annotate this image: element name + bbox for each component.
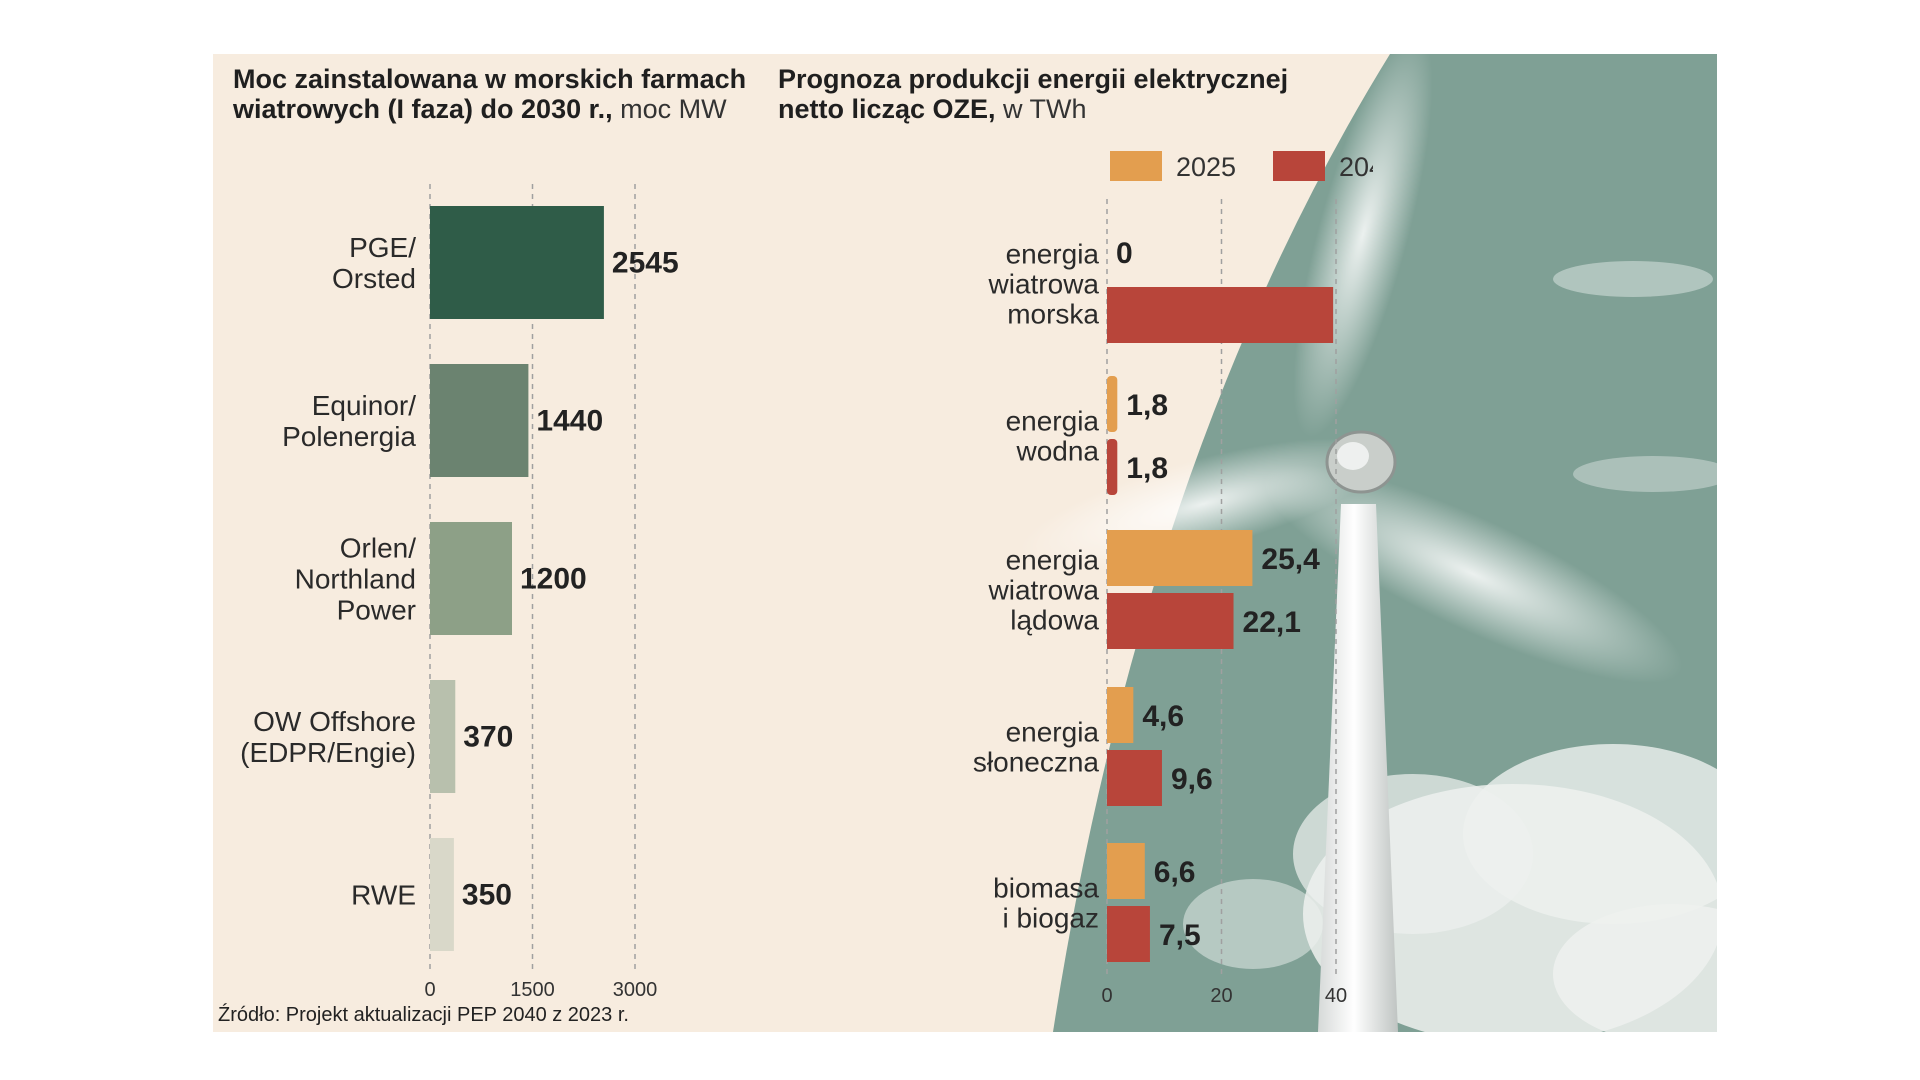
- right-bar-2040: [1107, 287, 1334, 343]
- left-bar: [430, 206, 604, 319]
- left-category-label: Power: [337, 595, 416, 626]
- left-category-label: Equinor/: [312, 390, 417, 421]
- right-bar-2025: [1107, 530, 1253, 586]
- left-chart-title: Moc zainstalowana w morskich farmach wia…: [233, 64, 747, 124]
- left-category-label: Northland: [295, 564, 416, 595]
- right-bar-2025: [1107, 376, 1118, 432]
- right-category-label: lądowa: [1010, 605, 1099, 636]
- right-category-label: wiatrowa: [988, 269, 1100, 300]
- right-category-label: biomasa: [993, 873, 1099, 904]
- right-bar-value-label: 7,5: [1159, 919, 1201, 952]
- left-category-label: Polenergia: [282, 421, 416, 452]
- left-x-tick-label: 0: [424, 979, 435, 1001]
- left-bar-value-label: 1440: [536, 405, 603, 438]
- right-category-label: energia: [1006, 406, 1100, 437]
- left-x-tick-label: 1500: [510, 979, 555, 1001]
- right-category-label: i biogaz: [1002, 903, 1099, 934]
- energy-production-chart: 20252040020400energiawiatrowamorska1,81,…: [973, 151, 1373, 1004]
- left-bar-value-label: 370: [463, 721, 513, 754]
- right-bar-value-label: 25,4: [1261, 543, 1320, 576]
- source-note: Źródło: Projekt aktualizacji PEP 2040 z …: [218, 1004, 629, 1026]
- legend-swatch: [1110, 151, 1162, 181]
- left-category-label: Orlen/: [340, 533, 416, 564]
- right-bar-2040: [1107, 906, 1150, 962]
- left-bar-value-label: 2545: [612, 247, 679, 280]
- legend-swatch: [1273, 151, 1325, 181]
- left-bar: [430, 522, 512, 635]
- right-bar-value-label: 4,6: [1142, 700, 1184, 733]
- left-category-label: Orsted: [332, 263, 416, 294]
- right-x-tick-label: 0: [1101, 985, 1112, 1004]
- right-bar-value-label: 6,6: [1154, 856, 1196, 889]
- right-category-label: energia: [1006, 717, 1100, 748]
- right-bar-value-label: 0: [1116, 237, 1133, 270]
- right-category-label: wiatrowa: [988, 575, 1100, 606]
- legend-label: 2025: [1176, 152, 1236, 182]
- left-x-tick-label: 3000: [613, 979, 658, 1001]
- left-bar: [430, 838, 454, 951]
- left-bar-value-label: 1200: [520, 563, 587, 596]
- right-bar-2040: [1107, 439, 1118, 495]
- right-bar-2025: [1107, 687, 1134, 743]
- right-bar-value-label: 1,8: [1126, 452, 1168, 485]
- right-x-tick-label: 40: [1325, 985, 1347, 1004]
- right-category-label: wodna: [1015, 436, 1099, 467]
- left-bar-value-label: 350: [462, 879, 512, 912]
- right-x-tick-label: 20: [1210, 985, 1232, 1004]
- infographic: Moc zainstalowana w morskich farmach wia…: [213, 54, 1717, 1032]
- left-category-label: RWE: [351, 880, 416, 911]
- right-category-label: morska: [1007, 299, 1099, 330]
- turbine-tower: [1318, 504, 1398, 1032]
- right-bar-2040: [1107, 593, 1234, 649]
- right-chart-title: Prognoza produkcji energii elektrycznej …: [778, 64, 1289, 124]
- right-bar-value-label: 22,1: [1243, 606, 1301, 639]
- legend-label: 2040: [1339, 152, 1373, 182]
- left-bar: [430, 364, 529, 477]
- right-bar-value-label: 1,8: [1126, 389, 1168, 422]
- left-bar: [430, 680, 456, 793]
- left-category-label: PGE/: [349, 232, 416, 263]
- right-bar-2025: [1107, 843, 1145, 899]
- left-category-label: (EDPR/Engie): [240, 737, 416, 768]
- right-category-label: energia: [1006, 239, 1100, 270]
- right-category-label: energia: [1006, 545, 1100, 576]
- offshore-capacity-chart: 0 1500 3000 2545 PGE/Orsted 1440 Equinor/Polen…: [240, 184, 679, 1001]
- left-category-label: OW Offshore: [253, 706, 416, 737]
- right-bar-2040: [1107, 750, 1162, 806]
- right-bar-value-label: 9,6: [1171, 763, 1213, 796]
- right-category-label: słoneczna: [973, 747, 1100, 778]
